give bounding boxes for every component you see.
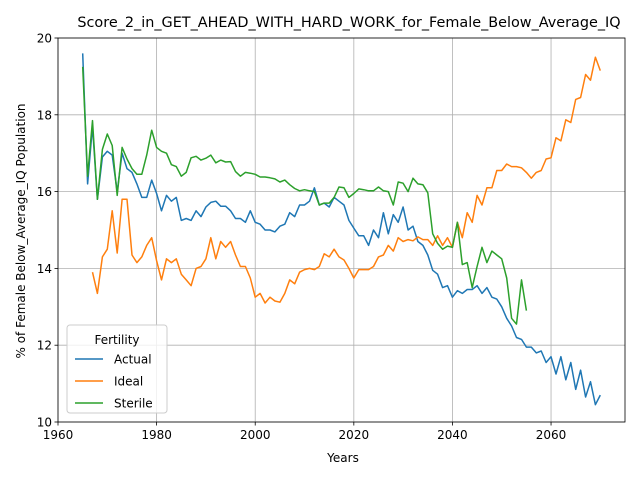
x-tick-label: 2040 — [437, 428, 468, 442]
y-tick-label: 18 — [37, 108, 52, 122]
legend-label-sterile: Sterile — [114, 397, 153, 411]
x-tick-label: 1960 — [43, 428, 74, 442]
chart-title: Score_2_in_GET_AHEAD_WITH_HARD_WORK_for_… — [77, 15, 620, 31]
x-tick-label: 2020 — [339, 428, 370, 442]
x-tick-label: 2000 — [240, 428, 271, 442]
y-axis-label: % of Female Below_Average_IQ Population — [14, 103, 28, 358]
series-line-sterile — [81, 66, 528, 325]
y-tick-label: 12 — [37, 339, 52, 353]
x-axis-label: Years — [326, 451, 359, 465]
legend-box — [66, 324, 168, 414]
axis-ticks: 1960 1980 2000 2020 2040 2060 10 12 14 16 18 20 — [37, 32, 567, 443]
y-tick-label: 10 — [37, 416, 52, 430]
legend: Fertility Actual Ideal Sterile — [66, 324, 168, 414]
series-line-ideal — [91, 56, 602, 304]
series-line-actual — [81, 53, 601, 406]
legend-title: Fertility — [94, 333, 139, 347]
legend-label-ideal: Ideal — [114, 375, 143, 389]
y-tick-label: 16 — [37, 185, 52, 199]
x-tick-label: 2060 — [536, 428, 567, 442]
x-tick-label: 1980 — [141, 428, 172, 442]
series-lines — [81, 53, 602, 406]
y-tick-label: 20 — [37, 32, 52, 46]
y-tick-label: 14 — [37, 262, 52, 276]
legend-label-actual: Actual — [114, 353, 152, 367]
plot-frame — [57, 37, 626, 423]
